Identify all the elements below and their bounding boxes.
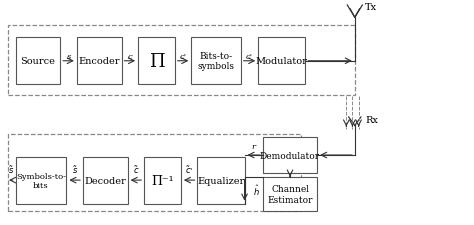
Text: $\hat{h}$: $\hat{h}$ [253, 183, 260, 198]
Text: r: r [252, 142, 256, 151]
Text: Bits-to-
symbols: Bits-to- symbols [198, 52, 235, 71]
Text: Π: Π [149, 52, 164, 70]
Text: Encoder: Encoder [78, 57, 120, 66]
FancyBboxPatch shape [77, 38, 121, 85]
FancyBboxPatch shape [83, 157, 128, 204]
Text: Equalizer: Equalizer [197, 176, 245, 185]
Text: Π⁻¹: Π⁻¹ [151, 174, 174, 187]
FancyBboxPatch shape [197, 157, 245, 204]
Text: $\tilde{s}$: $\tilde{s}$ [8, 164, 14, 176]
Text: Modulator: Modulator [256, 57, 308, 66]
FancyBboxPatch shape [138, 38, 175, 85]
Text: Rx: Rx [365, 116, 378, 125]
Text: $\tilde{c}$: $\tilde{c}$ [133, 164, 139, 176]
Text: Source: Source [20, 57, 55, 66]
Text: Tx: Tx [365, 3, 377, 11]
Text: $\tilde{c}$': $\tilde{c}$' [185, 164, 193, 176]
FancyBboxPatch shape [191, 38, 241, 85]
FancyBboxPatch shape [258, 38, 305, 85]
Text: s: s [66, 53, 71, 61]
Text: c: c [128, 53, 132, 61]
FancyBboxPatch shape [144, 157, 181, 204]
FancyBboxPatch shape [263, 177, 317, 212]
FancyBboxPatch shape [16, 157, 66, 204]
Text: $\tilde{s}$: $\tilde{s}$ [72, 164, 78, 176]
Text: c': c' [180, 53, 187, 61]
Text: c': c' [246, 53, 253, 61]
FancyBboxPatch shape [263, 137, 317, 174]
Text: Symbols-to-
bits: Symbols-to- bits [16, 172, 66, 189]
Text: Demodulator: Demodulator [260, 151, 320, 160]
Text: Decoder: Decoder [84, 176, 126, 185]
Text: Channel
Estimator: Channel Estimator [267, 184, 313, 204]
FancyBboxPatch shape [16, 38, 60, 85]
